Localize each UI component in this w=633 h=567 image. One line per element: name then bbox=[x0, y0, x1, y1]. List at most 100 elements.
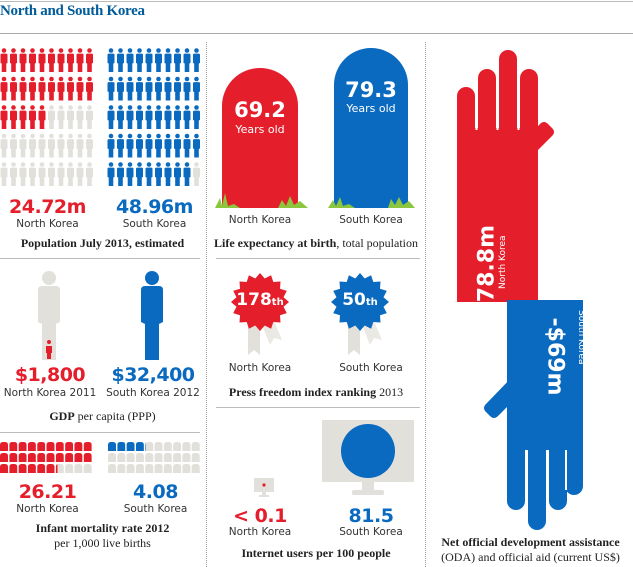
mortality-block bbox=[0, 453, 8, 462]
person-icon bbox=[193, 105, 200, 129]
oda-caption: Net official development assistance (ODA… bbox=[428, 535, 633, 565]
person-icon bbox=[183, 76, 191, 101]
person-icon bbox=[164, 105, 172, 129]
person-icon bbox=[19, 162, 27, 186]
life-expectancy-separator bbox=[216, 258, 420, 259]
mortality-block bbox=[182, 453, 191, 462]
person-icon bbox=[10, 133, 17, 158]
person-icon bbox=[136, 133, 143, 158]
person-icon bbox=[10, 162, 17, 186]
press-freedom-south-suffix: th bbox=[365, 297, 378, 308]
population-south-value: 48.96m bbox=[116, 196, 193, 218]
infant-mortality-north-value: 26.21 bbox=[18, 481, 77, 503]
person-icon bbox=[136, 76, 143, 101]
person-icon bbox=[19, 76, 27, 101]
person-icon bbox=[48, 76, 55, 101]
gdp-south-label: South Korea 2012 bbox=[106, 387, 200, 399]
rosette-icon bbox=[231, 273, 289, 331]
life-expectancy-caption: Life expectancy at birth, total populati… bbox=[210, 236, 422, 251]
internet-caption-bold: Internet users per 100 people bbox=[241, 546, 391, 560]
press-freedom-north-label: North Korea bbox=[228, 362, 292, 374]
person-icon bbox=[0, 133, 8, 158]
mortality-block bbox=[173, 442, 182, 451]
person-icon bbox=[155, 105, 162, 129]
person-icon bbox=[174, 133, 181, 158]
person-icon bbox=[193, 76, 200, 101]
mortality-block bbox=[46, 442, 55, 451]
person-icon bbox=[136, 48, 143, 72]
person-icon bbox=[164, 48, 172, 72]
ribbon-icon bbox=[348, 320, 360, 355]
mortality-block bbox=[65, 453, 74, 462]
mortality-block bbox=[108, 442, 116, 451]
person-icon bbox=[155, 133, 162, 158]
person-icon bbox=[76, 48, 84, 72]
gdp-caption-bold: GDP bbox=[49, 409, 75, 423]
person-icon bbox=[29, 48, 36, 72]
press-freedom-south-rank: 50th bbox=[330, 290, 390, 310]
person-icon bbox=[126, 133, 134, 158]
life-expectancy-caption-bold: Life expectancy at birth bbox=[214, 236, 337, 250]
infant-mortality-caption-rest: per 1,000 live births bbox=[54, 536, 151, 550]
mortality-block bbox=[173, 464, 182, 473]
gdp-south-value: $32,400 bbox=[111, 364, 195, 386]
life-expectancy-caption-rest: , total population bbox=[336, 236, 418, 250]
person-icon bbox=[107, 133, 115, 158]
mortality-block bbox=[46, 453, 55, 462]
person-icon bbox=[174, 162, 181, 186]
person-icon bbox=[174, 76, 181, 101]
mortality-block bbox=[83, 442, 92, 451]
person-icon bbox=[193, 133, 200, 158]
mortality-block bbox=[37, 464, 46, 473]
person-icon bbox=[67, 133, 74, 158]
person-icon bbox=[67, 48, 74, 72]
top-rule bbox=[0, 1, 633, 2]
mortality-block bbox=[18, 453, 27, 462]
person-icon bbox=[107, 76, 115, 101]
mortality-block bbox=[18, 442, 27, 451]
mortality-block bbox=[163, 464, 172, 473]
internet-north-monitor-icon bbox=[254, 478, 274, 497]
person-icon bbox=[76, 76, 84, 101]
press-freedom-north-rank: 178th bbox=[230, 290, 290, 310]
mortality-block bbox=[83, 453, 92, 462]
mortality-block bbox=[55, 442, 64, 451]
mortality-block bbox=[126, 442, 135, 451]
person-icon bbox=[86, 133, 93, 158]
person-icon bbox=[57, 105, 65, 129]
person-icon bbox=[126, 162, 134, 186]
person-icon bbox=[38, 48, 46, 72]
person-icon bbox=[57, 133, 65, 158]
person-icon bbox=[29, 162, 36, 186]
oda-south-label: South Korea bbox=[576, 310, 586, 365]
mortality-block bbox=[154, 464, 163, 473]
life-expectancy-south-value: 79.3 bbox=[345, 78, 397, 102]
column-divider-1 bbox=[206, 42, 207, 567]
person-icon bbox=[76, 105, 84, 129]
person-icon bbox=[145, 76, 153, 101]
mortality-block bbox=[0, 464, 8, 473]
press-freedom-caption-bold: Press freedom index ranking bbox=[228, 385, 377, 399]
mortality-block bbox=[108, 464, 116, 473]
person-icon bbox=[117, 76, 124, 101]
mortality-block bbox=[117, 442, 126, 451]
oda-north-label: North Korea bbox=[498, 235, 508, 289]
column-divider-2 bbox=[425, 42, 426, 567]
mortality-block bbox=[117, 464, 126, 473]
person-icon bbox=[126, 105, 134, 129]
population-separator bbox=[0, 258, 200, 259]
person-icon bbox=[48, 133, 55, 158]
mortality-block bbox=[135, 442, 144, 451]
population-north-value: 24.72m bbox=[9, 196, 86, 218]
internet-north-label: North Korea bbox=[228, 526, 292, 538]
mortality-block bbox=[27, 453, 36, 462]
person-icon bbox=[38, 76, 46, 101]
person-icon bbox=[155, 162, 162, 186]
life-expectancy-north-label: North Korea bbox=[228, 214, 292, 226]
population-north-icons bbox=[0, 48, 93, 186]
mortality-block bbox=[191, 442, 200, 451]
person-icon bbox=[0, 162, 8, 186]
gdp-separator bbox=[0, 432, 200, 433]
person-icon bbox=[76, 162, 84, 186]
person-icon bbox=[107, 48, 115, 72]
